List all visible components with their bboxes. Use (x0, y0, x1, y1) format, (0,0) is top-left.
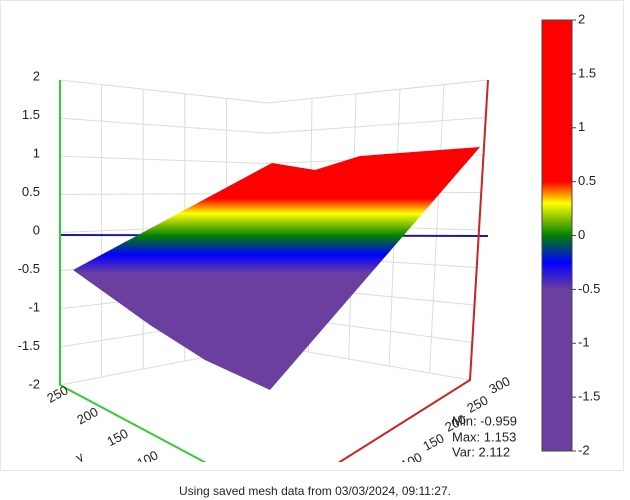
z-tick-label: 2 (33, 68, 40, 83)
x-tick-label: 100 (398, 449, 424, 472)
z-tick-label: 1 (33, 145, 40, 160)
x-tick-label: 150 (420, 430, 446, 453)
x-axis-line (337, 79, 489, 462)
frame (0, 0, 624, 471)
wall-line (429, 84, 445, 374)
colorbar-tick-label: 0 (578, 227, 585, 242)
z-tick-label: -1.5 (18, 338, 40, 353)
x-tick-label: 250 (464, 392, 490, 415)
grid-line (59, 79, 489, 104)
z-tick-label: 1.5 (22, 107, 40, 122)
colorbar-tick-label: -1 (578, 335, 590, 350)
x-tick-label: 300 (486, 373, 512, 396)
colorbar-tick-label: 0.5 (578, 173, 596, 188)
z-tick-label: 0.5 (22, 184, 40, 199)
y-tick-label: 200 (74, 404, 100, 427)
y-axis-title: y (73, 449, 86, 466)
footer: Using saved mesh data from 03/03/2024, 0… (179, 484, 451, 498)
colorbar (541, 19, 573, 452)
annotation: Max: 1.153 (452, 429, 516, 444)
annotation: Var: 2.112 (452, 444, 510, 459)
y-tick-label: 100 (134, 447, 160, 470)
y-tick-label: 150 (104, 426, 130, 449)
colorbar-tick-label: -2 (578, 442, 590, 457)
z-tick-label: -2 (28, 376, 40, 391)
colorbar-tick-label: -0.5 (578, 281, 600, 296)
surface (73, 147, 480, 390)
colorbar-tick-label: -1.5 (578, 389, 600, 404)
colorbar-tick-label: 1 (578, 119, 585, 134)
z-tick-label: 0 (33, 222, 40, 237)
z-tick-label: -0.5 (18, 261, 40, 276)
colorbar-tick-label: 2 (578, 11, 585, 26)
colorbar-tick-label: 1.5 (578, 65, 596, 80)
y-tick-label: 250 (44, 382, 70, 405)
y-axis-line (59, 80, 207, 462)
annotation: Min: -0.959 (452, 413, 517, 428)
grid-line (59, 117, 486, 134)
z-tick-label: -1 (28, 299, 40, 314)
